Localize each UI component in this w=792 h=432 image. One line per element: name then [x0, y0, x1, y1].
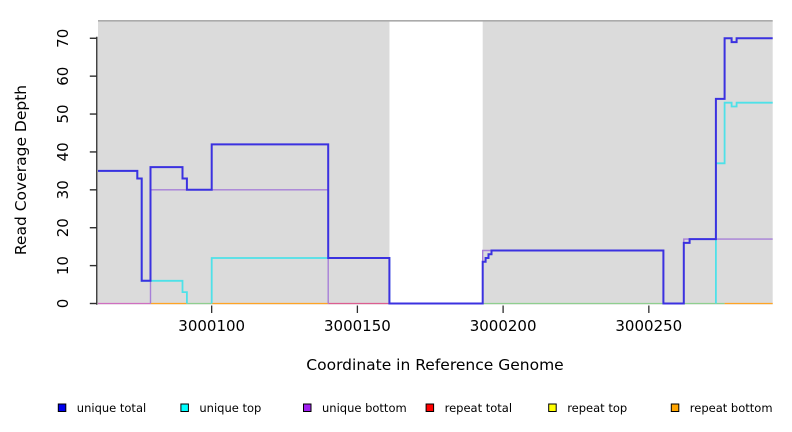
y-tick-label-20: 20 [54, 218, 72, 237]
y-tick-label-70: 70 [54, 29, 72, 48]
legend-swatch-repeat-bottom [670, 403, 680, 412]
legend-swatch-unique-bottom [303, 403, 312, 412]
legend-swatch-repeat-total [425, 403, 435, 412]
legend: unique total unique top unique bottom repea… [57, 401, 773, 415]
legend-label-unique-total: unique total [77, 401, 146, 415]
y-tick-label-30: 30 [54, 180, 72, 199]
legend-label-repeat-bottom: repeat bottom [690, 401, 773, 415]
x-tick-label-3000100: 3000100 [178, 317, 245, 335]
x-tick-label-3000250: 3000250 [615, 317, 682, 335]
y-axis-title: Read Coverage Depth [12, 85, 30, 255]
legend-swatch-unique-total [57, 403, 67, 412]
x-axis-title: Coordinate in Reference Genome [306, 356, 563, 374]
coverage-gap-region [389, 20, 483, 305]
y-tick-label-10: 10 [54, 256, 72, 275]
y-tick-label-0: 0 [54, 299, 72, 309]
x-tick-label-3000200: 3000200 [470, 317, 537, 335]
x-tick-label-3000150: 3000150 [324, 317, 391, 335]
series-unique-top-line [715, 101, 773, 304]
legend-label-repeat-total: repeat total [445, 401, 512, 415]
legend-swatch-repeat-top [548, 403, 557, 412]
legend-label-unique-top: unique top [199, 401, 261, 415]
legend-label-repeat-top: repeat top [567, 401, 627, 415]
y-tick-label-50: 50 [54, 104, 72, 123]
y-tick-label-60: 60 [54, 67, 72, 86]
series-unique-total-line [98, 37, 773, 305]
y-tick-label-40: 40 [54, 142, 72, 161]
legend-swatch-unique-top [180, 403, 189, 412]
legend-label-unique-bottom: unique bottom [322, 401, 407, 415]
